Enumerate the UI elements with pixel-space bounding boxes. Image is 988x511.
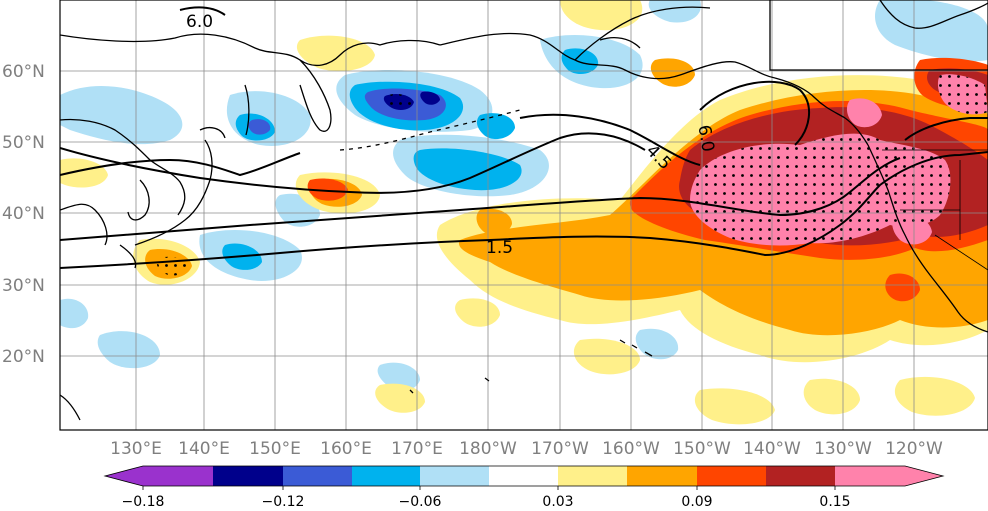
lon-label-130e: 130°E bbox=[110, 439, 162, 459]
borders bbox=[882, 149, 988, 271]
lat-label-50n: 50°N bbox=[2, 133, 45, 153]
gridlines bbox=[60, 0, 988, 430]
colorbar-label-3: 0.03 bbox=[542, 494, 573, 510]
lon-label-130w: 130°W bbox=[814, 439, 872, 459]
latitude-labels: 60°N 50°N 40°N 30°N 20°N bbox=[2, 62, 45, 367]
lon-label-150w: 150°W bbox=[673, 439, 731, 459]
colorbar-seg-1 bbox=[213, 466, 283, 486]
colorbar-ticks bbox=[142, 486, 836, 490]
colorbar-seg-8 bbox=[697, 466, 766, 486]
lat-label-40n: 40°N bbox=[2, 204, 45, 224]
lon-label-160e: 160°E bbox=[320, 439, 372, 459]
significance-stippling bbox=[156, 74, 988, 276]
colorbar-label-2: −0.06 bbox=[399, 494, 442, 510]
contour-label-top: 6.0 bbox=[186, 12, 213, 32]
colorbar-seg-7 bbox=[627, 466, 697, 486]
lon-label-120w: 120°W bbox=[885, 439, 943, 459]
contour-label-low: 1.5 bbox=[486, 238, 513, 258]
colorbar-seg-2 bbox=[283, 466, 352, 486]
lon-label-140e: 140°E bbox=[178, 439, 230, 459]
colorbar-seg-10 bbox=[835, 466, 943, 486]
longitude-labels: 130°E 140°E 150°E 160°E 170°E 180°W 170°… bbox=[110, 439, 943, 459]
map-panel: 6.0 4.5 1.5 6.0 bbox=[60, 0, 988, 430]
lat-label-20n: 20°N bbox=[2, 347, 45, 367]
colorbar-label-5: 0.15 bbox=[819, 494, 850, 510]
height-contours bbox=[60, 6, 988, 269]
colorbar-label-1: −0.12 bbox=[262, 494, 305, 510]
colorbar-seg-3 bbox=[352, 466, 420, 486]
lon-label-170e: 170°E bbox=[391, 439, 443, 459]
lon-label-170w: 170°W bbox=[531, 439, 589, 459]
colorbar-outline bbox=[103, 465, 945, 487]
lon-label-160w: 160°W bbox=[602, 439, 660, 459]
colorbar: −0.18 −0.12 −0.06 0.03 0.09 0.15 bbox=[103, 465, 945, 510]
lon-label-140w: 140°W bbox=[743, 439, 801, 459]
coastlines bbox=[60, 0, 988, 421]
colorbar-label-4: 0.09 bbox=[681, 494, 712, 510]
lat-label-60n: 60°N bbox=[2, 62, 45, 82]
map-frame bbox=[59, 0, 988, 431]
lat-label-30n: 30°N bbox=[2, 276, 45, 296]
colorbar-seg-6 bbox=[558, 466, 627, 486]
colorbar-seg-0 bbox=[105, 466, 213, 486]
colorbar-seg-9 bbox=[766, 466, 835, 486]
colorbar-label-0: −0.18 bbox=[122, 494, 165, 510]
colorbar-seg-5 bbox=[489, 466, 558, 486]
colorbar-seg-4 bbox=[420, 466, 489, 486]
lon-label-150e: 150°E bbox=[249, 439, 301, 459]
contour-label-high-east: 6.0 bbox=[693, 123, 717, 153]
lon-label-180w: 180°W bbox=[459, 439, 517, 459]
